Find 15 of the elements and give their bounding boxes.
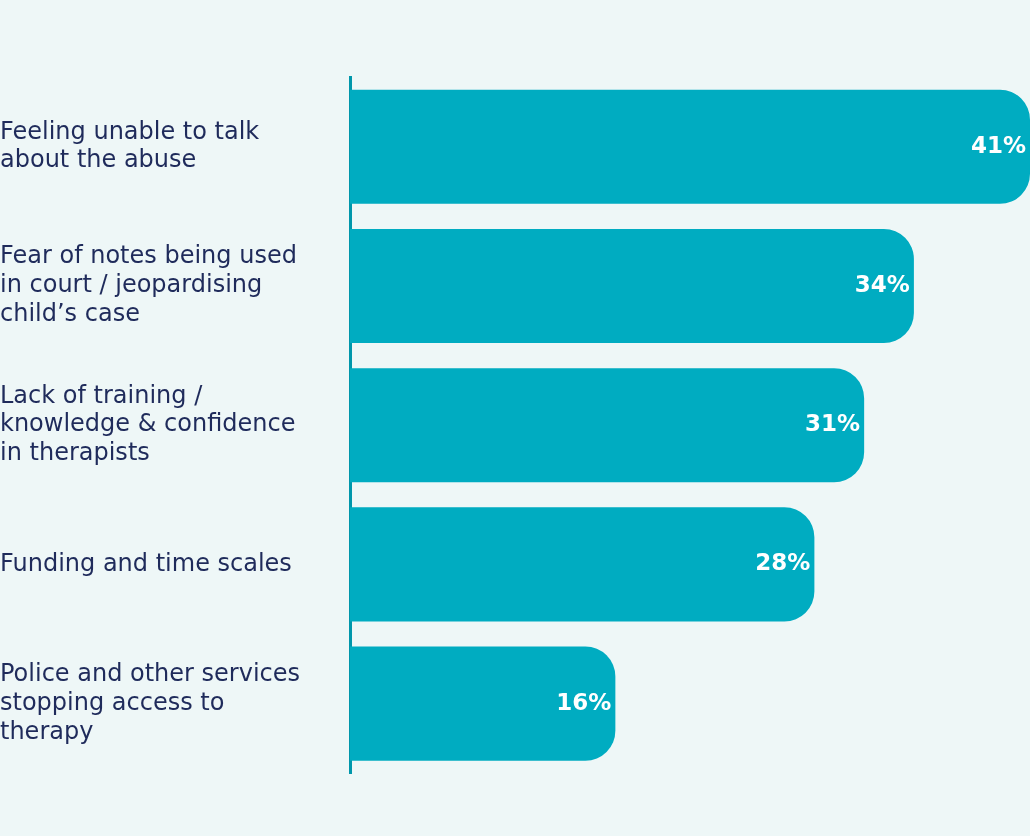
data-label: 34% (854, 270, 910, 297)
y-tick-label: Funding and time scales (0, 548, 292, 577)
data-label: 31% (805, 410, 861, 437)
y-tick-label: Lack of training / knowledge & confidence in therapists (0, 380, 296, 467)
bar (350, 89, 1030, 204)
y-tick-label: Feeling unable to talk about the abuse (0, 116, 260, 174)
bar (350, 228, 914, 344)
bar (350, 646, 616, 761)
bar (350, 368, 865, 483)
y-tick-label: Fear of notes being used in court / jeopardising child’s case (0, 241, 297, 328)
bar (350, 507, 815, 622)
y-tick-label: Police and other services stopping access to therapy (0, 659, 301, 745)
data-label: 41% (970, 131, 1026, 158)
data-label: 28% (755, 549, 811, 576)
data-label: 16% (556, 688, 612, 715)
